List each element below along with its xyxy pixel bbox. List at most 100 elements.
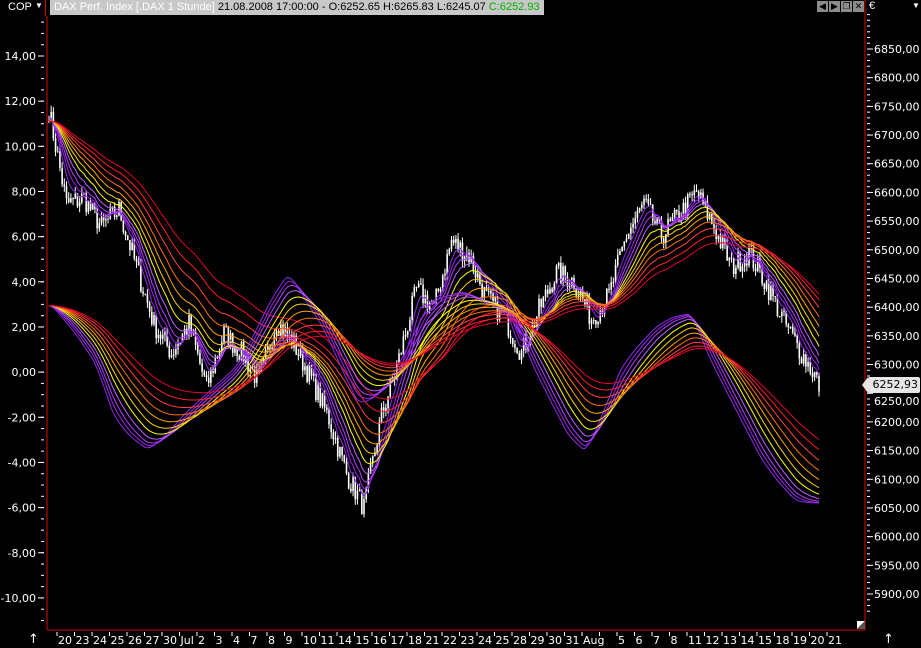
candle-body (59, 151, 61, 168)
left-axis-tick-label: 14,00 (5, 50, 37, 63)
candle-body (662, 238, 665, 243)
candle-body (343, 455, 346, 462)
x-axis-tick-label: 18 (408, 634, 422, 647)
candle-body (455, 238, 457, 243)
candle-body (142, 291, 144, 294)
candle-body (70, 198, 72, 203)
candle-body (166, 332, 168, 346)
candle-body (719, 234, 722, 249)
candle-body (251, 368, 254, 370)
cop-ribbon-line (48, 305, 820, 440)
candle-body (735, 267, 737, 275)
candle-body (126, 235, 129, 240)
candle-body (188, 315, 190, 335)
price-ribbon-line (48, 120, 820, 454)
candle-body (647, 199, 650, 204)
x-axis-tick-label: 22 (443, 634, 457, 647)
left-axis-tick-label: 12,00 (5, 95, 37, 108)
candle-body (262, 357, 265, 366)
candle-body (728, 257, 731, 261)
candle-body (120, 201, 122, 221)
candle-body (684, 202, 687, 216)
candle-body (796, 335, 798, 343)
close-icon[interactable]: ✕ (853, 1, 864, 12)
right-axis-tick-label: 6850,00 (874, 43, 920, 56)
candle-body (711, 213, 713, 225)
left-axis-tick-label: -4,00 (8, 456, 36, 469)
left-axis-tick-label: 8,00 (12, 185, 37, 198)
candle-body (83, 193, 85, 195)
cop-ribbon-line (48, 305, 820, 471)
candle-body (330, 424, 332, 433)
candle-body (807, 361, 809, 367)
x-axis-tick-label: 30 (548, 634, 562, 647)
candle-body (81, 194, 83, 203)
candle-body (516, 348, 518, 354)
x-axis-tick-label: 14 (741, 634, 755, 647)
right-axis-tick-label: 6200,00 (874, 416, 920, 429)
forward-icon[interactable]: ▶ (829, 1, 840, 12)
chevron-down-icon[interactable]: ▼ (35, 1, 43, 10)
candle-body (781, 311, 783, 317)
menu-chevron-down-icon[interactable]: ▼ (912, 1, 920, 10)
candle-body (404, 334, 407, 337)
x-axis-tick-label: Aug (583, 634, 604, 647)
x-axis-tick-label: 16 (373, 634, 387, 647)
candle-body (100, 217, 103, 223)
x-axis-tick-label: 21 (828, 634, 842, 647)
candle-body (205, 375, 208, 378)
candle-body (802, 354, 805, 364)
candle-body (67, 198, 70, 203)
candle-body (225, 326, 227, 328)
candle-body (190, 315, 192, 334)
candle-body (737, 251, 739, 268)
candle-body (389, 378, 392, 397)
price-ribbon-line (48, 118, 820, 490)
candle-body (308, 365, 311, 382)
candle-body (319, 384, 322, 407)
candle-body (275, 331, 278, 335)
resize-corner-icon[interactable] (857, 621, 865, 629)
candle-body (323, 393, 326, 408)
candle-body (105, 219, 107, 221)
right-axis-tick-label: 6100,00 (874, 473, 920, 486)
candle-body (472, 255, 475, 272)
restore-icon[interactable]: ❐ (841, 1, 852, 12)
candle-body (376, 444, 378, 453)
x-axis-tick-label: 15 (356, 634, 370, 647)
right-axis-tick-label: 6150,00 (874, 445, 920, 458)
candle-body (457, 238, 459, 250)
right-axis-scroll-arrow-icon[interactable]: ↑ (883, 632, 894, 647)
x-axis-tick-label: 4 (233, 634, 240, 647)
candle-body (770, 286, 772, 300)
candle-body (597, 321, 599, 325)
candle-body (354, 476, 357, 500)
candle-body (87, 201, 90, 212)
candle-body (656, 217, 658, 224)
candle-body (129, 239, 131, 251)
candle-body (625, 238, 628, 242)
candle-body (490, 291, 492, 294)
instrument-title: DAX Perf. Index [.DAX 1 Stunde] (54, 1, 215, 13)
candle-body (371, 455, 374, 464)
right-axis-tick-label: 6250,00 (874, 395, 920, 408)
indicator-selector[interactable]: COP (8, 1, 32, 13)
x-axis-tick-label: 20 (58, 634, 72, 647)
back-icon[interactable]: ◀ (817, 1, 828, 12)
candle-body (800, 358, 803, 364)
candle-body (159, 334, 162, 339)
candle-body (813, 371, 816, 378)
right-axis-tick-label: 6450,00 (874, 272, 920, 285)
left-axis-scroll-arrow-icon[interactable]: ↑ (28, 632, 39, 647)
candle-body (435, 288, 437, 301)
candle-body (124, 231, 127, 236)
candle-body (741, 266, 744, 272)
candle-body (172, 354, 175, 356)
x-axis-tick-label: 26 (128, 634, 142, 647)
candle-body (72, 198, 74, 200)
candle-body (56, 151, 59, 153)
candle-body (356, 490, 359, 500)
candle-body (695, 190, 698, 192)
candle-body (218, 350, 221, 357)
